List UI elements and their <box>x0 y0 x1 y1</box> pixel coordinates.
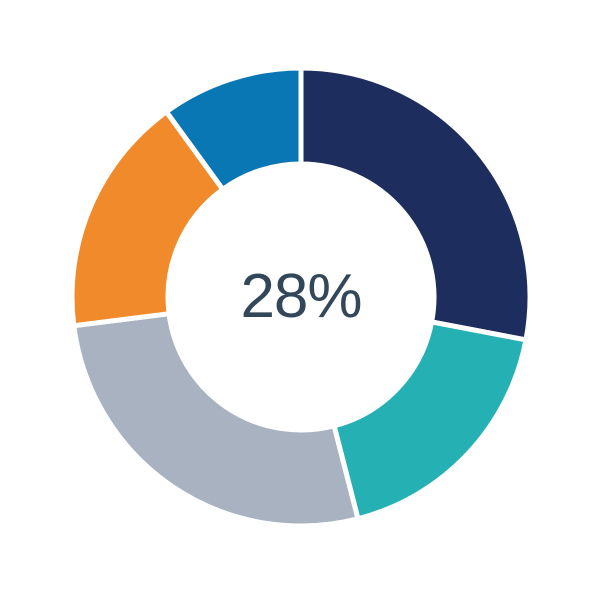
center-percentage-label: 28% <box>240 262 362 331</box>
donut-segment-blue <box>162 65 304 193</box>
donut-segment-orange <box>69 108 227 329</box>
donut-segment-teal <box>331 318 529 522</box>
donut-segments <box>69 65 533 529</box>
donut-segment-gray <box>71 310 361 529</box>
donut-segment-navy <box>298 65 533 343</box>
